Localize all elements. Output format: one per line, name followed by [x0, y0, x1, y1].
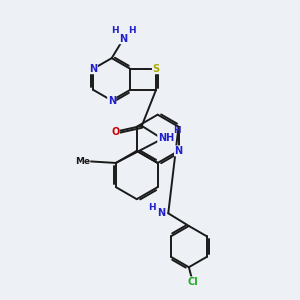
Text: H: H [173, 126, 180, 135]
Text: N: N [108, 95, 116, 106]
Text: Cl: Cl [187, 277, 198, 287]
Text: NH: NH [158, 133, 174, 143]
Text: Me: Me [75, 157, 90, 166]
Text: S: S [152, 64, 160, 74]
Text: O: O [111, 127, 119, 137]
Text: N: N [89, 64, 98, 74]
Text: N: N [175, 146, 183, 156]
Text: H: H [111, 26, 119, 35]
Text: N: N [119, 34, 128, 44]
Text: H: H [128, 26, 136, 35]
Text: N: N [157, 208, 165, 218]
Text: H: H [148, 203, 156, 212]
